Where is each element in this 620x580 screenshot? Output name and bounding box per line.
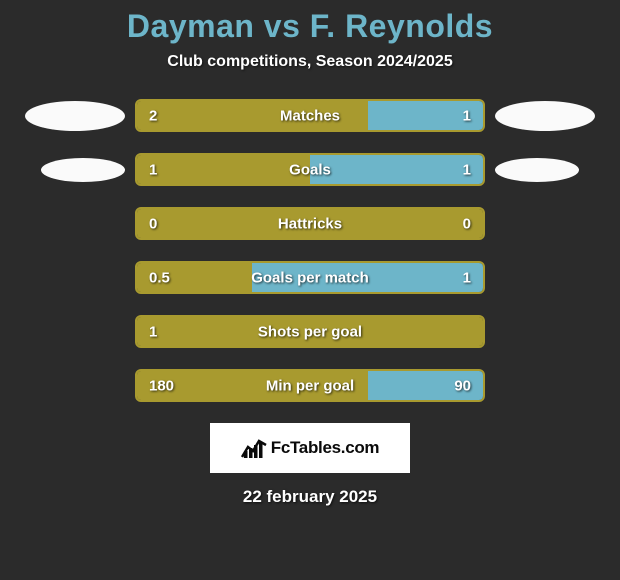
player-right-avatar	[495, 158, 579, 182]
stat-bar: 0.5 Goals per match 1	[135, 261, 485, 294]
avatar-spacer	[25, 209, 125, 239]
stat-label: Shots per goal	[258, 323, 362, 340]
avatar-spacer	[495, 371, 595, 401]
stat-label: Goals	[289, 161, 331, 178]
stat-label: Hattricks	[278, 215, 342, 232]
stat-value-left: 0.5	[149, 269, 170, 286]
stat-bar-right	[310, 155, 483, 184]
stat-bar: 1 Shots per goal	[135, 315, 485, 348]
stat-bar-left	[137, 155, 310, 184]
stat-value-right: 1	[463, 269, 471, 286]
stat-rows-container: 2 Matches 1 1 Goals 1 0 Hattricks 0 0.5 Goals per …	[0, 99, 620, 402]
avatar-spacer	[495, 209, 595, 239]
logo-text: FcTables.com	[271, 438, 380, 458]
stat-row: 180 Min per goal 90	[0, 369, 620, 402]
stat-value-right: 1	[463, 161, 471, 178]
stat-row: 2 Matches 1	[0, 99, 620, 132]
avatar-spacer	[495, 263, 595, 293]
avatar-spacer	[25, 263, 125, 293]
stat-label: Min per goal	[266, 377, 354, 394]
stat-row: 1 Shots per goal	[0, 315, 620, 348]
stat-value-left: 1	[149, 161, 157, 178]
chart-icon	[241, 437, 267, 459]
avatar-spacer	[25, 317, 125, 347]
stat-value-right: 1	[463, 107, 471, 124]
date-label: 22 february 2025	[0, 487, 620, 507]
stat-value-left: 1	[149, 323, 157, 340]
branding-box: FcTables.com	[210, 423, 410, 473]
stat-bar: 0 Hattricks 0	[135, 207, 485, 240]
player-left-avatar	[25, 101, 125, 131]
stat-value-left: 0	[149, 215, 157, 232]
stat-label: Goals per match	[251, 269, 369, 286]
stat-value-left: 180	[149, 377, 174, 394]
player-left-avatar	[41, 158, 125, 182]
stat-row: 0.5 Goals per match 1	[0, 261, 620, 294]
comparison-widget: Dayman vs F. Reynolds Club competitions,…	[0, 0, 620, 507]
avatar-spacer	[25, 371, 125, 401]
page-subtitle: Club competitions, Season 2024/2025	[0, 53, 620, 71]
player-right-avatar	[495, 101, 595, 131]
stat-row: 1 Goals 1	[0, 153, 620, 186]
avatar-spacer	[495, 317, 595, 347]
stat-value-right: 90	[454, 377, 471, 394]
stat-row: 0 Hattricks 0	[0, 207, 620, 240]
stat-bar: 2 Matches 1	[135, 99, 485, 132]
page-title: Dayman vs F. Reynolds	[0, 8, 620, 45]
stat-value-left: 2	[149, 107, 157, 124]
stat-bar: 180 Min per goal 90	[135, 369, 485, 402]
stat-value-right: 0	[463, 215, 471, 232]
stat-label: Matches	[280, 107, 340, 124]
stat-bar: 1 Goals 1	[135, 153, 485, 186]
